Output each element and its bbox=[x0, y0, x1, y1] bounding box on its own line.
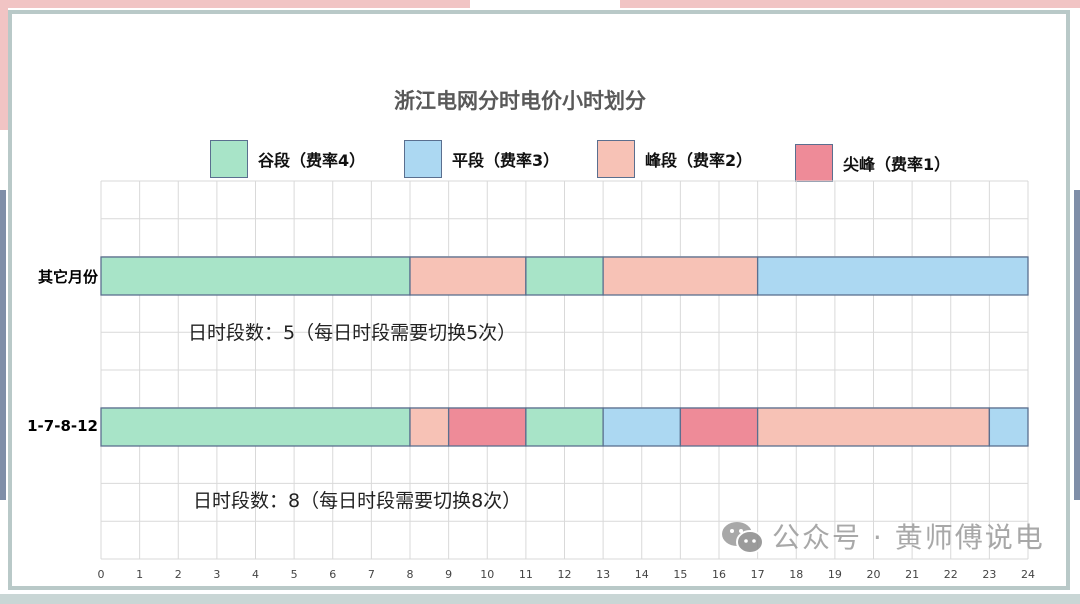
row-note: 日时段数：8（每日时段需要切换8次） bbox=[193, 490, 522, 512]
bar-segment-peak bbox=[602, 256, 759, 296]
legend-label: 尖峰（费率1） bbox=[843, 155, 951, 174]
decor-left-blue bbox=[0, 190, 6, 500]
decor-right-blue bbox=[1074, 190, 1080, 500]
bar-segment-peak bbox=[409, 256, 527, 296]
x-tick-label: 22 bbox=[944, 568, 958, 581]
decor-top-right bbox=[620, 0, 1080, 8]
legend-swatch bbox=[210, 140, 248, 178]
chart-frame bbox=[8, 10, 1070, 590]
decor-top-left bbox=[0, 0, 470, 8]
x-tick-label: 10 bbox=[480, 568, 494, 581]
row-label: 1-7-8-12 bbox=[27, 417, 98, 435]
watermark-text: 公众号 · 黄师傅说电 bbox=[772, 521, 1045, 554]
x-tick-label: 2 bbox=[175, 568, 182, 581]
x-tick-label: 6 bbox=[329, 568, 336, 581]
x-tick-label: 15 bbox=[673, 568, 687, 581]
bar-segment-sharp bbox=[447, 407, 527, 447]
legend-item-peak: 峰段（费率2） bbox=[597, 140, 752, 178]
legend-item-flat: 平段（费率3） bbox=[404, 140, 559, 178]
x-tick-label: 17 bbox=[751, 568, 765, 581]
x-tick-label: 5 bbox=[291, 568, 298, 581]
x-tick-label: 0 bbox=[98, 568, 105, 581]
bar-segment-peak bbox=[756, 407, 991, 447]
x-tick-label: 7 bbox=[368, 568, 375, 581]
legend-item-valley: 谷段（费率4） bbox=[210, 140, 365, 178]
x-tick-label: 16 bbox=[712, 568, 726, 581]
legend-item-sharp: 尖峰（费率1） bbox=[795, 144, 950, 182]
x-tick-label: 3 bbox=[213, 568, 220, 581]
legend-swatch bbox=[404, 140, 442, 178]
chart-title: 浙江电网分时电价小时划分 bbox=[394, 89, 646, 113]
legend-label: 峰段（费率2） bbox=[645, 151, 753, 170]
bar-segment-valley bbox=[100, 407, 411, 447]
legend-label: 谷段（费率4） bbox=[258, 151, 366, 170]
row-label: 其它月份 bbox=[37, 268, 98, 286]
x-tick-label: 24 bbox=[1021, 568, 1035, 581]
decor-bottom bbox=[0, 594, 1080, 604]
x-tick-label: 23 bbox=[982, 568, 996, 581]
x-tick-label: 8 bbox=[407, 568, 414, 581]
x-tick-label: 21 bbox=[905, 568, 919, 581]
x-tick-label: 14 bbox=[635, 568, 649, 581]
legend-swatch bbox=[795, 144, 833, 182]
x-tick-label: 12 bbox=[558, 568, 572, 581]
bar-segment-flat bbox=[602, 407, 682, 447]
legend-label: 平段（费率3） bbox=[452, 151, 560, 170]
x-tick-label: 11 bbox=[519, 568, 533, 581]
wechat-icon bbox=[722, 522, 764, 554]
row-note: 日时段数：5（每日时段需要切换5次） bbox=[188, 322, 517, 344]
x-tick-label: 20 bbox=[867, 568, 881, 581]
bar-segment-flat bbox=[756, 256, 1029, 296]
watermark: 公众号 · 黄师傅说电 bbox=[720, 520, 1045, 556]
x-tick-label: 1 bbox=[136, 568, 143, 581]
bar-segment-valley bbox=[100, 256, 411, 296]
x-tick-label: 13 bbox=[596, 568, 610, 581]
bar-segment-sharp bbox=[679, 407, 759, 447]
x-tick-label: 4 bbox=[252, 568, 259, 581]
legend-swatch bbox=[597, 140, 635, 178]
decor-left bbox=[0, 0, 8, 130]
bar-segment-valley bbox=[525, 407, 604, 447]
bar-segment-valley bbox=[525, 256, 604, 296]
bar-segment-flat bbox=[988, 407, 1029, 447]
x-tick-label: 19 bbox=[828, 568, 842, 581]
x-tick-label: 18 bbox=[789, 568, 803, 581]
bar-segment-peak bbox=[409, 407, 450, 447]
x-tick-label: 9 bbox=[445, 568, 452, 581]
